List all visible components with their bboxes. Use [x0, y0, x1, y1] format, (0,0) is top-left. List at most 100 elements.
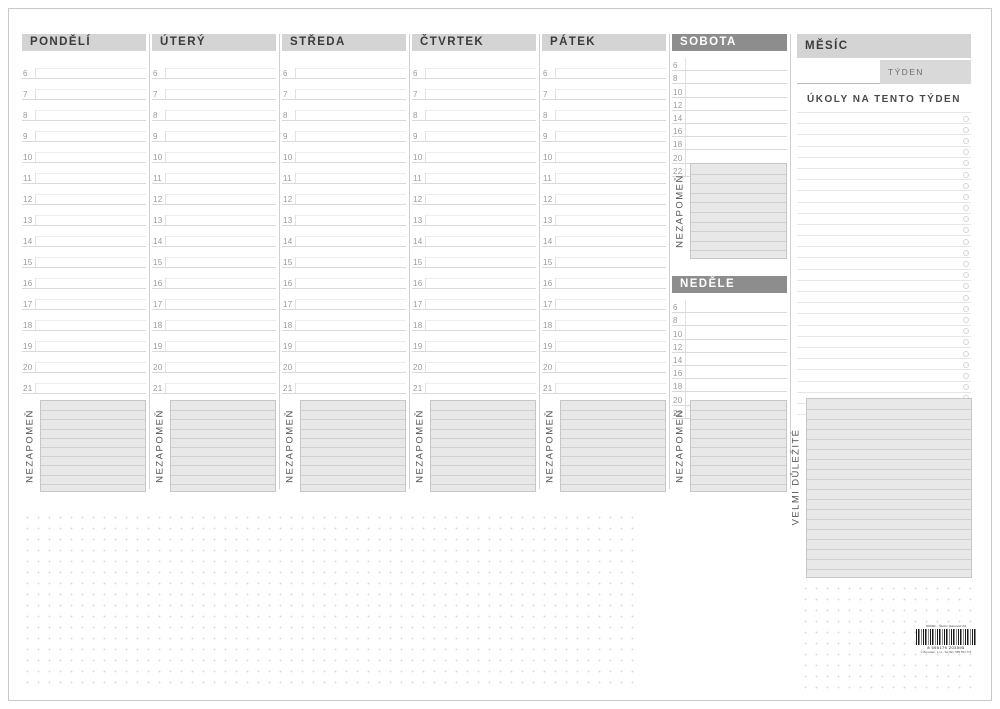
checkbox-circle-icon[interactable]: [963, 328, 969, 335]
checkbox-circle-icon[interactable]: [963, 227, 969, 234]
hour-row[interactable]: 18: [412, 310, 536, 331]
hour-row[interactable]: 15: [152, 247, 276, 268]
task-row[interactable]: [797, 324, 971, 336]
hour-row[interactable]: 9: [542, 121, 666, 142]
hour-row[interactable]: 11: [22, 163, 146, 184]
hour-row[interactable]: 21: [152, 373, 276, 394]
hour-row[interactable]: 7: [282, 79, 406, 100]
task-row[interactable]: [797, 268, 971, 280]
hour-row[interactable]: 6: [672, 300, 787, 314]
hour-row[interactable]: 21: [22, 373, 146, 394]
hour-row[interactable]: 6: [672, 58, 787, 72]
task-row[interactable]: [797, 279, 971, 291]
hour-row[interactable]: 18: [542, 310, 666, 331]
hour-row[interactable]: 14: [22, 226, 146, 247]
hour-row[interactable]: 8: [282, 100, 406, 121]
note-box-lines-pátek[interactable]: [560, 400, 666, 492]
hour-row[interactable]: 8: [542, 100, 666, 121]
task-row[interactable]: [797, 167, 971, 179]
task-row[interactable]: [797, 302, 971, 313]
hour-row[interactable]: 13: [412, 205, 536, 226]
week-label-field[interactable]: TÝDEN: [880, 60, 971, 84]
hour-row[interactable]: 15: [412, 247, 536, 268]
task-row[interactable]: [797, 212, 971, 224]
note-box-lines-čtvrtek[interactable]: [430, 400, 536, 492]
hour-row[interactable]: 7: [22, 79, 146, 100]
task-row[interactable]: [797, 358, 971, 369]
hour-row[interactable]: 9: [22, 121, 146, 142]
hour-row[interactable]: 19: [282, 331, 406, 352]
hour-row[interactable]: 6: [282, 58, 406, 79]
task-row[interactable]: [797, 179, 971, 190]
hour-row[interactable]: 12: [152, 184, 276, 205]
task-row[interactable]: [797, 112, 971, 123]
checkbox-circle-icon[interactable]: [963, 137, 969, 144]
hour-row[interactable]: 17: [22, 289, 146, 310]
hour-row[interactable]: 8: [672, 71, 787, 85]
checkbox-circle-icon[interactable]: [963, 384, 969, 391]
hour-row[interactable]: 10: [412, 142, 536, 163]
hour-row[interactable]: 20: [672, 150, 787, 164]
hour-row[interactable]: 7: [542, 79, 666, 100]
hour-row[interactable]: 10: [672, 326, 787, 340]
task-row[interactable]: [797, 190, 971, 201]
checkbox-circle-icon[interactable]: [963, 126, 969, 133]
hour-row[interactable]: 19: [542, 331, 666, 352]
hour-row[interactable]: 17: [412, 289, 536, 310]
hour-row[interactable]: 16: [542, 268, 666, 289]
task-row[interactable]: [797, 145, 971, 157]
task-row[interactable]: [797, 313, 971, 324]
hour-row[interactable]: 7: [152, 79, 276, 100]
hour-row[interactable]: 12: [282, 184, 406, 205]
task-row[interactable]: [797, 223, 971, 235]
hour-row[interactable]: 12: [672, 97, 787, 111]
checkbox-circle-icon[interactable]: [963, 261, 969, 268]
hour-row[interactable]: 10: [152, 142, 276, 163]
checkbox-circle-icon[interactable]: [963, 216, 969, 223]
important-box-lines[interactable]: [806, 398, 972, 578]
hour-row[interactable]: 18: [22, 310, 146, 331]
hour-row[interactable]: 12: [412, 184, 536, 205]
hour-row[interactable]: 16: [672, 123, 787, 138]
checkbox-circle-icon[interactable]: [963, 372, 969, 379]
hour-row[interactable]: 15: [22, 247, 146, 268]
hour-row[interactable]: 21: [412, 373, 536, 394]
hour-row[interactable]: 18: [672, 379, 787, 393]
hour-row[interactable]: 19: [412, 331, 536, 352]
hour-row[interactable]: 16: [672, 365, 787, 380]
hour-row[interactable]: 14: [152, 226, 276, 247]
checkbox-circle-icon[interactable]: [963, 171, 969, 178]
hour-row[interactable]: 19: [22, 331, 146, 352]
hour-row[interactable]: 16: [282, 268, 406, 289]
hour-row[interactable]: 10: [542, 142, 666, 163]
hour-row[interactable]: 13: [282, 205, 406, 226]
hour-row[interactable]: 21: [542, 373, 666, 394]
hour-row[interactable]: 14: [672, 110, 787, 124]
task-row[interactable]: [797, 380, 971, 392]
hour-row[interactable]: 12: [22, 184, 146, 205]
hour-row[interactable]: 10: [22, 142, 146, 163]
hour-row[interactable]: 8: [412, 100, 536, 121]
task-row[interactable]: [797, 291, 971, 302]
hour-row[interactable]: 10: [672, 84, 787, 98]
hour-row[interactable]: 7: [412, 79, 536, 100]
checkbox-circle-icon[interactable]: [963, 149, 969, 156]
hour-row[interactable]: 16: [412, 268, 536, 289]
hour-row[interactable]: 6: [22, 58, 146, 79]
task-row[interactable]: [797, 246, 971, 257]
checkbox-circle-icon[interactable]: [963, 182, 969, 189]
hour-row[interactable]: 20: [412, 352, 536, 373]
note-box-lines-úterý[interactable]: [170, 400, 276, 492]
hour-row[interactable]: 20: [22, 352, 146, 373]
hour-row[interactable]: 15: [542, 247, 666, 268]
hour-row[interactable]: 10: [282, 142, 406, 163]
hour-row[interactable]: 17: [282, 289, 406, 310]
hour-row[interactable]: 11: [412, 163, 536, 184]
checkbox-circle-icon[interactable]: [963, 115, 969, 122]
hour-row[interactable]: 14: [672, 352, 787, 366]
hour-row[interactable]: 6: [412, 58, 536, 79]
hour-row[interactable]: 20: [282, 352, 406, 373]
hour-row[interactable]: 17: [542, 289, 666, 310]
checkbox-circle-icon[interactable]: [963, 294, 969, 301]
hour-row[interactable]: 11: [282, 163, 406, 184]
